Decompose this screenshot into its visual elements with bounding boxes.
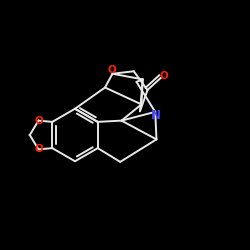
Text: O: O (35, 144, 44, 154)
Text: N: N (150, 108, 160, 122)
Text: O: O (160, 70, 168, 81)
Text: O: O (108, 65, 116, 75)
Text: O: O (35, 116, 44, 126)
